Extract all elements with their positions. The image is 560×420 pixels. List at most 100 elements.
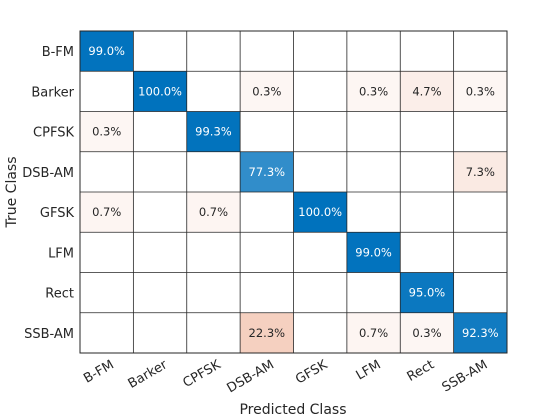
cell-gfsk-lfm — [346, 192, 401, 233]
cell-label-gfsk-gfsk: 100.0% — [298, 205, 342, 219]
column-label-gfsk: GFSK — [293, 357, 330, 387]
cell-cpfsk-cpfsk — [186, 111, 241, 152]
cell-b-fm-ssb-am — [453, 31, 507, 72]
row-tick-labels: B-FM Barker CPFSK DSB-AM GFSK LFM Rect SSB-AM — [22, 45, 74, 342]
row-label-gfsk: GFSK — [40, 206, 75, 221]
cell-b-fm-b-fm — [80, 31, 134, 72]
cell-label-b-fm-b-fm: 99.0% — [88, 44, 125, 58]
cell-label-barker-rect: 4.7% — [412, 84, 441, 98]
column-label-rect: Rect — [405, 357, 437, 384]
cell-gfsk-cpfsk — [186, 192, 241, 233]
cell-dsb-am-dsb-am — [240, 151, 294, 192]
cell-lfm-dsb-am — [240, 232, 294, 273]
column-label-b-fm: B-FM — [81, 357, 116, 386]
cell-gfsk-dsb-am — [240, 192, 294, 233]
cell-rect-cpfsk — [186, 272, 241, 313]
column-label-barker: Barker — [126, 357, 171, 392]
cell-b-fm-dsb-am — [240, 31, 294, 72]
cell-cpfsk-lfm — [346, 111, 401, 152]
column-label-cpfsk: CPFSK — [180, 357, 223, 391]
row-label-b-fm: B-FM — [42, 45, 74, 60]
cell-ssb-am-dsb-am — [240, 312, 294, 353]
row-label-cpfsk: CPFSK — [33, 126, 74, 141]
cell-label-barker-lfm: 0.3% — [359, 84, 388, 98]
cell-barker-ssb-am — [453, 71, 507, 112]
cell-rect-lfm — [346, 272, 401, 313]
column-label-lfm: LFM — [354, 357, 384, 383]
cell-barker-lfm — [346, 71, 401, 112]
cell-label-ssb-am-dsb-am: 22.3% — [249, 326, 286, 340]
cell-b-fm-gfsk — [293, 31, 347, 72]
cell-label-barker-barker: 100.0% — [138, 84, 182, 98]
cell-gfsk-ssb-am — [453, 192, 507, 233]
cell-lfm-barker — [133, 232, 187, 273]
cell-barker-rect — [400, 71, 454, 112]
cell-gfsk-rect — [400, 192, 454, 233]
cell-label-cpfsk-cpfsk: 99.3% — [195, 125, 232, 139]
cell-label-barker-ssb-am: 0.3% — [466, 84, 495, 98]
cell-label-rect-rect: 95.0% — [409, 286, 446, 300]
cell-dsb-am-lfm — [346, 151, 401, 192]
cell-barker-cpfsk — [186, 71, 241, 112]
cell-barker-barker — [133, 71, 187, 112]
cell-ssb-am-rect — [400, 312, 454, 353]
cell-label-cpfsk-b-fm: 0.3% — [92, 125, 121, 139]
cell-ssb-am-lfm — [346, 312, 401, 353]
cell-gfsk-barker — [133, 192, 187, 233]
cell-label-dsb-am-ssb-am: 7.3% — [466, 165, 495, 179]
cell-rect-b-fm — [80, 272, 134, 313]
column-label-ssb-am: SSB-AM — [440, 357, 491, 395]
cell-b-fm-barker — [133, 31, 187, 72]
cell-gfsk-gfsk — [293, 192, 347, 233]
cell-rect-gfsk — [293, 272, 347, 313]
cell-label-lfm-lfm: 99.0% — [355, 245, 392, 259]
cell-dsb-am-b-fm — [80, 151, 134, 192]
cell-lfm-cpfsk — [186, 232, 241, 273]
cell-lfm-gfsk — [293, 232, 347, 273]
cell-cpfsk-gfsk — [293, 111, 347, 152]
cell-barker-dsb-am — [240, 71, 294, 112]
cell-gfsk-b-fm — [80, 192, 134, 233]
cell-ssb-am-gfsk — [293, 312, 347, 353]
cell-label-barker-dsb-am: 0.3% — [252, 84, 281, 98]
cell-b-fm-rect — [400, 31, 454, 72]
matrix-cells — [80, 31, 507, 353]
y-axis-title: True Class — [4, 156, 20, 228]
cell-rect-dsb-am — [240, 272, 294, 313]
row-label-ssb-am: SSB-AM — [24, 327, 74, 342]
row-label-lfm: LFM — [48, 246, 74, 261]
cell-label-ssb-am-lfm: 0.7% — [359, 326, 388, 340]
cell-cpfsk-barker — [133, 111, 187, 152]
cell-label-dsb-am-dsb-am: 77.3% — [249, 165, 286, 179]
x-axis-title: Predicted Class — [239, 402, 346, 418]
cell-b-fm-cpfsk — [186, 31, 241, 72]
cell-dsb-am-barker — [133, 151, 187, 192]
cell-cpfsk-rect — [400, 111, 454, 152]
cell-cpfsk-b-fm — [80, 111, 134, 152]
cell-barker-b-fm — [80, 71, 134, 112]
cell-ssb-am-b-fm — [80, 312, 134, 353]
cell-label-gfsk-b-fm: 0.7% — [92, 205, 121, 219]
cell-barker-gfsk — [293, 71, 347, 112]
cell-dsb-am-ssb-am — [453, 151, 507, 192]
row-label-rect: Rect — [45, 287, 74, 302]
cell-b-fm-lfm — [346, 31, 401, 72]
cell-dsb-am-gfsk — [293, 151, 347, 192]
cell-ssb-am-ssb-am — [453, 312, 507, 353]
matrix-gridlines — [79, 30, 508, 354]
row-label-barker: Barker — [31, 85, 74, 100]
cell-lfm-lfm — [346, 232, 401, 273]
cell-rect-ssb-am — [453, 272, 507, 313]
cell-label-ssb-am-rect: 0.3% — [412, 326, 441, 340]
cell-lfm-b-fm — [80, 232, 134, 273]
cell-dsb-am-rect — [400, 151, 454, 192]
column-label-dsb-am: DSB-AM — [225, 357, 277, 396]
cell-rect-rect — [400, 272, 454, 313]
cell-label-ssb-am-ssb-am: 92.3% — [462, 326, 499, 340]
cell-rect-barker — [133, 272, 187, 313]
cell-lfm-ssb-am — [453, 232, 507, 273]
cell-lfm-rect — [400, 232, 454, 273]
cell-ssb-am-cpfsk — [186, 312, 241, 353]
matrix-cell-labels: 99.0% 100.0% 0.3% 0.3% 4.7% 0.3% 0.3% 99.3% 77.3… — [88, 44, 498, 340]
cell-ssb-am-barker — [133, 312, 187, 353]
